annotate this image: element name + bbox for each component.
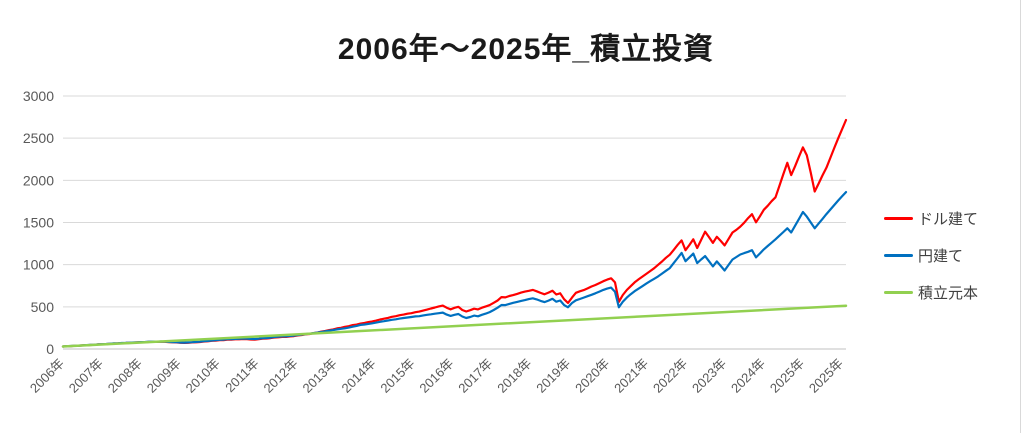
x-tick-label: 2022年 — [650, 356, 690, 396]
y-tick-label: 500 — [31, 299, 55, 315]
x-tick-label: 2012年 — [261, 356, 301, 396]
x-tick-label: 2025年 — [767, 356, 807, 396]
chart-title: 2006年〜2025年_積立投資 — [337, 33, 715, 66]
x-tick-label: 2008年 — [105, 356, 145, 396]
x-tick-label: 2007年 — [66, 356, 106, 396]
x-tick-label: 2016年 — [416, 356, 456, 396]
legend-swatch-jpy — [884, 253, 913, 257]
y-tick-label: 2500 — [23, 130, 54, 146]
x-tick-label: 2013年 — [300, 356, 340, 396]
x-tick-label: 2009年 — [144, 356, 184, 396]
x-tick-label: 2015年 — [377, 356, 417, 396]
legend-label-principal: 積立元本 — [918, 284, 979, 302]
x-tick-label: 2023年 — [689, 356, 729, 396]
legend-item-jpy: 円建て — [884, 240, 978, 270]
series-line-principal — [61, 304, 848, 348]
x-tick-label: 2019年 — [533, 356, 573, 396]
x-tick-label: 2024年 — [728, 356, 768, 396]
legend-label-jpy: 円建て — [918, 247, 964, 265]
legend-item-principal: 積立元本 — [884, 277, 978, 307]
x-tick-label: 2025年 — [806, 356, 846, 396]
x-tick-label: 2018年 — [494, 356, 534, 396]
y-tick-label: 2000 — [23, 172, 54, 188]
x-tick-label: 2014年 — [338, 356, 378, 396]
y-tick-label: 1000 — [23, 257, 54, 273]
x-tick-label: 2020年 — [572, 356, 612, 396]
y-tick-label: 0 — [46, 341, 54, 357]
legend-swatch-usd — [884, 216, 913, 220]
legend-label-usd: ドル建て — [918, 210, 979, 228]
x-tick-label: 2010年 — [183, 356, 223, 396]
chart-right-border — [1020, 0, 1021, 433]
legend: ドル建て円建て積立元本 — [884, 203, 978, 314]
x-tick-label: 2021年 — [611, 356, 651, 396]
legend-swatch-principal — [884, 290, 913, 294]
series-line-jpy — [61, 191, 848, 348]
y-tick-label: 1500 — [23, 215, 54, 231]
x-tick-label: 2017年 — [455, 356, 495, 396]
y-tick-label: 3000 — [23, 88, 54, 104]
x-tick-label: 2011年 — [222, 356, 262, 396]
x-tick-label: 2006年 — [27, 356, 67, 396]
legend-item-usd: ドル建て — [884, 203, 978, 233]
